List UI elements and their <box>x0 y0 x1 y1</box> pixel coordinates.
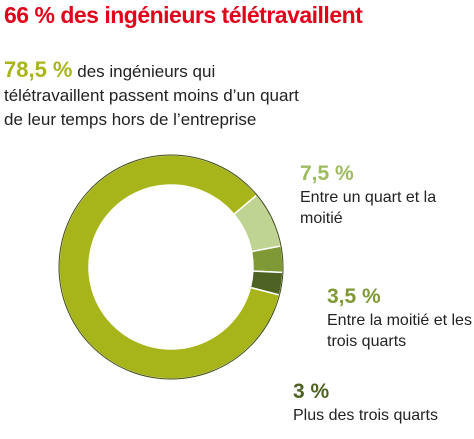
callout-half-threequarters: 3,5 % Entre la moitié et les trois quart… <box>327 283 474 352</box>
callout-threequarters-plus-text: Plus des trois quarts <box>293 407 438 424</box>
callout-threequarters-plus-value: 3 % <box>293 380 330 403</box>
callout-main: 78,5 % des ingénieurs qui télétravaillen… <box>4 58 304 132</box>
callout-main-text: des ingénieurs qui télétravaillent passe… <box>4 62 299 129</box>
callout-quarter-half: 7,5 % Entre un quart et la moitié <box>300 160 474 229</box>
callout-half-threequarters-value: 3,5 % <box>327 285 381 308</box>
donut-slice-2 <box>250 245 284 274</box>
callout-threequarters-plus: 3 % Plus des trois quarts <box>293 378 474 426</box>
callout-half-threequarters-text: Entre la moitié et les trois quarts <box>327 312 472 350</box>
callout-quarter-half-text: Entre un quart et la moitié <box>300 189 437 227</box>
callout-main-value: 78,5 % <box>4 57 73 82</box>
donut-outline <box>58 154 284 380</box>
callout-quarter-half-value: 7,5 % <box>300 162 354 185</box>
donut-slice-0 <box>58 154 281 380</box>
chart-title: 66 % des ingénieurs télétravaillent <box>4 2 363 28</box>
